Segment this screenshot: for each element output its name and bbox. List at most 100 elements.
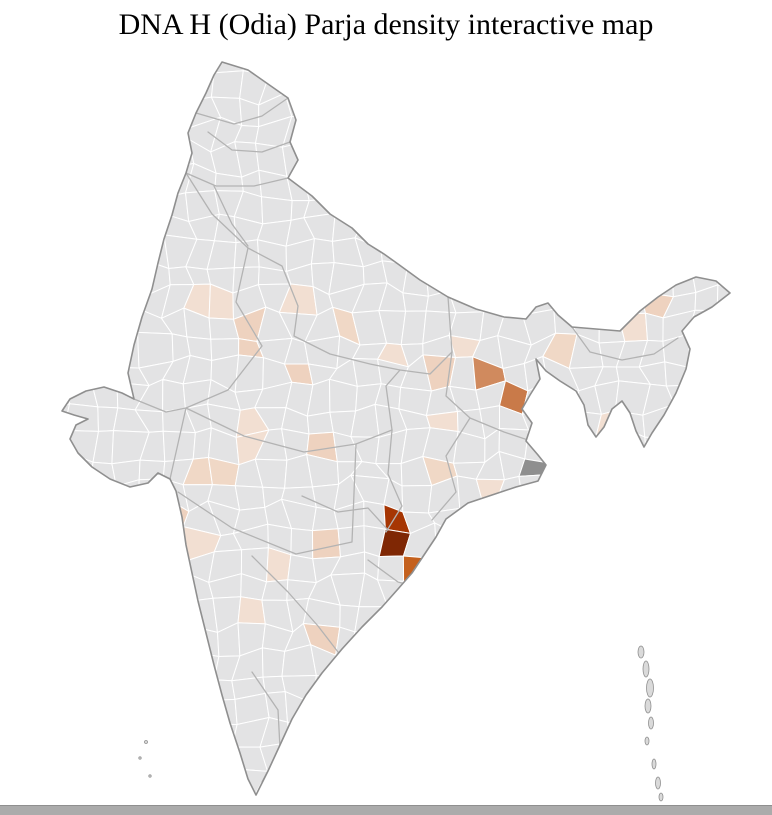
district-cell[interactable] xyxy=(336,763,363,799)
district-cell[interactable] xyxy=(354,51,387,73)
district-cell[interactable] xyxy=(692,115,725,153)
district-cell[interactable] xyxy=(593,210,625,249)
island[interactable] xyxy=(637,645,645,659)
district-cell[interactable] xyxy=(567,124,602,153)
district-cell[interactable] xyxy=(306,744,338,769)
district-cell[interactable] xyxy=(377,555,405,582)
district-cell[interactable] xyxy=(523,667,558,701)
district-cell[interactable] xyxy=(618,457,648,489)
district-cell[interactable] xyxy=(116,550,147,577)
district-cell[interactable] xyxy=(451,725,481,749)
district-cell[interactable] xyxy=(525,766,545,793)
district-cell[interactable] xyxy=(618,474,647,506)
district-cell[interactable] xyxy=(43,429,69,465)
district-cell[interactable] xyxy=(424,67,458,105)
district-cell[interactable] xyxy=(87,717,126,751)
district-cell[interactable] xyxy=(449,666,477,695)
district-cell[interactable] xyxy=(434,522,459,560)
district-cell[interactable] xyxy=(498,45,528,75)
district-cell[interactable] xyxy=(619,168,641,200)
district-cell[interactable] xyxy=(690,378,716,409)
district-cell[interactable] xyxy=(646,607,672,628)
district-cell[interactable] xyxy=(572,210,602,247)
district-cell[interactable] xyxy=(594,764,628,799)
district-cell[interactable] xyxy=(206,762,242,799)
district-cell[interactable] xyxy=(350,762,382,799)
district-cell[interactable] xyxy=(140,96,170,124)
district-cell[interactable] xyxy=(638,169,666,200)
district-cell[interactable] xyxy=(402,292,429,312)
district-cell[interactable] xyxy=(426,693,457,729)
district-cell[interactable] xyxy=(91,745,126,774)
district-cell[interactable] xyxy=(447,47,483,82)
district-cell[interactable] xyxy=(404,167,437,191)
district-cell[interactable] xyxy=(662,212,701,248)
district-cell[interactable] xyxy=(333,739,363,769)
island[interactable] xyxy=(648,716,654,730)
district-cell[interactable] xyxy=(121,97,145,123)
island[interactable] xyxy=(138,756,142,760)
district-cell[interactable] xyxy=(262,675,286,694)
district-cell[interactable] xyxy=(356,693,390,726)
district-cell[interactable] xyxy=(523,210,554,245)
district-cell[interactable] xyxy=(503,171,531,199)
district-cell[interactable] xyxy=(41,51,75,80)
district-cell[interactable] xyxy=(375,114,413,149)
district-cell[interactable] xyxy=(471,139,507,173)
district-cell[interactable] xyxy=(139,550,171,576)
district-cell[interactable] xyxy=(90,115,126,154)
district-cell[interactable] xyxy=(521,550,558,581)
district-cell[interactable] xyxy=(431,148,453,170)
district-cell[interactable] xyxy=(191,72,215,101)
district-cell[interactable] xyxy=(566,507,599,529)
district-cell[interactable] xyxy=(422,644,451,671)
district-cell[interactable] xyxy=(719,163,746,197)
district-cell[interactable] xyxy=(194,721,214,753)
district-cell[interactable] xyxy=(330,716,363,746)
district-cell[interactable] xyxy=(144,692,170,727)
district-cell[interactable] xyxy=(625,769,653,800)
island[interactable] xyxy=(646,678,654,698)
district-cell[interactable] xyxy=(663,528,698,559)
district-cell[interactable] xyxy=(719,428,750,465)
district-cell[interactable] xyxy=(112,151,149,177)
district-cell[interactable] xyxy=(663,165,701,200)
district-cell[interactable] xyxy=(237,768,269,798)
district-cell[interactable] xyxy=(526,742,549,777)
district-cell[interactable] xyxy=(375,91,413,125)
horizontal-scrollbar[interactable] xyxy=(0,805,772,815)
district-cell[interactable] xyxy=(452,214,478,247)
district-cell[interactable] xyxy=(284,70,316,103)
district-cell[interactable] xyxy=(690,71,722,102)
district-cell[interactable] xyxy=(544,121,571,146)
district-cell[interactable] xyxy=(304,54,340,78)
district-cell[interactable] xyxy=(451,524,475,559)
district-cell[interactable] xyxy=(662,244,693,266)
district-cell[interactable] xyxy=(63,618,102,658)
district-cell[interactable] xyxy=(573,235,602,268)
district-cell[interactable] xyxy=(619,599,650,626)
district-cell[interactable] xyxy=(721,644,740,681)
district-cell[interactable] xyxy=(39,618,67,658)
district-cell[interactable] xyxy=(699,193,725,217)
district-cell[interactable] xyxy=(595,428,627,464)
district-cell[interactable] xyxy=(327,145,366,174)
district-cell[interactable] xyxy=(662,692,700,726)
district-cell[interactable] xyxy=(447,644,481,671)
district-cell[interactable] xyxy=(521,646,558,672)
district-cell[interactable] xyxy=(620,191,641,221)
district-cell[interactable] xyxy=(717,474,744,513)
district-cell[interactable] xyxy=(430,547,459,581)
district-cell[interactable] xyxy=(543,646,569,670)
district-cell[interactable] xyxy=(424,102,450,127)
district-cell[interactable] xyxy=(382,145,407,169)
andaman-nicobar-islands[interactable] xyxy=(637,645,664,802)
district-cell[interactable] xyxy=(377,693,411,730)
district-cell[interactable] xyxy=(593,126,630,153)
district-cell[interactable] xyxy=(521,525,551,555)
district-cell[interactable] xyxy=(424,602,459,633)
district-cell[interactable] xyxy=(385,51,401,72)
district-cell[interactable] xyxy=(719,145,746,166)
district-cell[interactable] xyxy=(352,114,384,147)
district-cell[interactable] xyxy=(42,499,75,529)
